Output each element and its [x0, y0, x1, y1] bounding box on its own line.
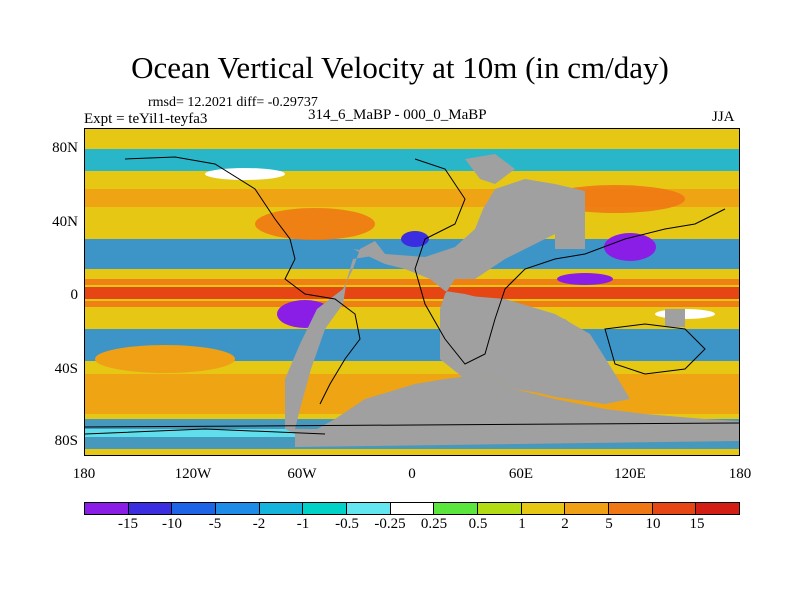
season-label: JJA	[712, 109, 735, 125]
colorbar-swatch	[609, 503, 653, 514]
lon-label-60e: 60E	[508, 466, 534, 482]
colorbar-label: -0.25	[374, 516, 406, 532]
downwelling-patch-tethys	[557, 273, 613, 285]
lat-label-40n: 40N	[52, 214, 78, 230]
experiment-label: Expt = teYil1-teyfa3	[84, 111, 208, 127]
colorbar-swatch	[259, 503, 304, 514]
colorbar-label: 10	[645, 516, 661, 532]
colorbar-swatch	[85, 503, 129, 514]
colorbar-swatch	[128, 503, 173, 514]
colorbar-label: -15	[118, 516, 138, 532]
lon-label-60w: 60W	[287, 466, 317, 482]
lon-label-120e: 120E	[614, 466, 646, 482]
lon-label-180e: 180	[728, 466, 752, 482]
downwelling-patch-atlantic	[401, 231, 429, 247]
colorbar-label: 15	[689, 516, 705, 532]
lat-label-0: 0	[70, 287, 79, 303]
colorbar-label: -2	[252, 516, 266, 532]
eurafrica-coastline	[414, 158, 726, 365]
map-svg	[85, 129, 739, 455]
lat-label-40s: 40S	[54, 361, 78, 377]
equatorial-edge-north	[85, 279, 739, 285]
colorbar-label: -0.5	[335, 516, 359, 532]
lat-label-80s: 80S	[54, 433, 78, 449]
colorbar-swatch	[390, 503, 435, 514]
equatorial-edge-south	[85, 301, 739, 307]
colorbar-label: 1	[518, 516, 526, 532]
australia-coastline	[604, 323, 706, 375]
chart-title: Ocean Vertical Velocity at 10m (in cm/da…	[131, 50, 669, 85]
equatorial-upwelling	[85, 287, 739, 299]
colorbar	[84, 502, 740, 515]
colorbar-swatch	[696, 503, 740, 514]
colorbar-label: 2	[561, 516, 569, 532]
lon-label-0: 0	[408, 466, 416, 482]
colorbar-label: -10	[162, 516, 182, 532]
colorbar-swatch	[172, 503, 217, 514]
colorbar-swatch	[303, 503, 348, 514]
north-landmass	[465, 154, 515, 184]
colorbar-swatch	[216, 503, 260, 514]
antarctica-coastline-2	[85, 428, 326, 435]
asia-block	[555, 209, 585, 249]
north-gyre-upwelling	[255, 208, 375, 240]
stats-label: rmsd= 12.2021 diff= -0.29737	[148, 95, 318, 110]
colorbar-label: -5	[208, 516, 222, 532]
colorbar-swatch	[521, 503, 566, 514]
velocity-map	[84, 128, 740, 456]
arctic-band	[85, 149, 739, 171]
gondwana-interior	[440, 294, 630, 404]
lon-label-120w: 120W	[174, 466, 212, 482]
colorbar-label: 5	[605, 516, 613, 532]
colorbar-swatch	[478, 503, 522, 514]
colorbar-label: 0.25	[420, 516, 448, 532]
antarctica-coastline	[85, 422, 739, 428]
periods-label: 314_6_MaBP - 000_0_MaBP	[308, 107, 487, 123]
colorbar-label: 0.5	[468, 516, 488, 532]
colorbar-swatch	[434, 503, 479, 514]
colorbar-label: -1	[296, 516, 310, 532]
southern-landmass	[285, 241, 739, 447]
colorbar-swatch	[347, 503, 391, 514]
lon-label-180w: 180	[72, 466, 96, 482]
colorbar-swatch	[652, 503, 697, 514]
south-pacific-upwelling	[95, 345, 235, 373]
colorbar-swatch	[565, 503, 610, 514]
downwelling-patch-asia	[604, 233, 656, 261]
weak-zone-1	[205, 168, 285, 180]
lat-label-80n: 80N	[52, 140, 78, 156]
americas-coastline	[124, 156, 361, 405]
island-block	[665, 309, 685, 327]
